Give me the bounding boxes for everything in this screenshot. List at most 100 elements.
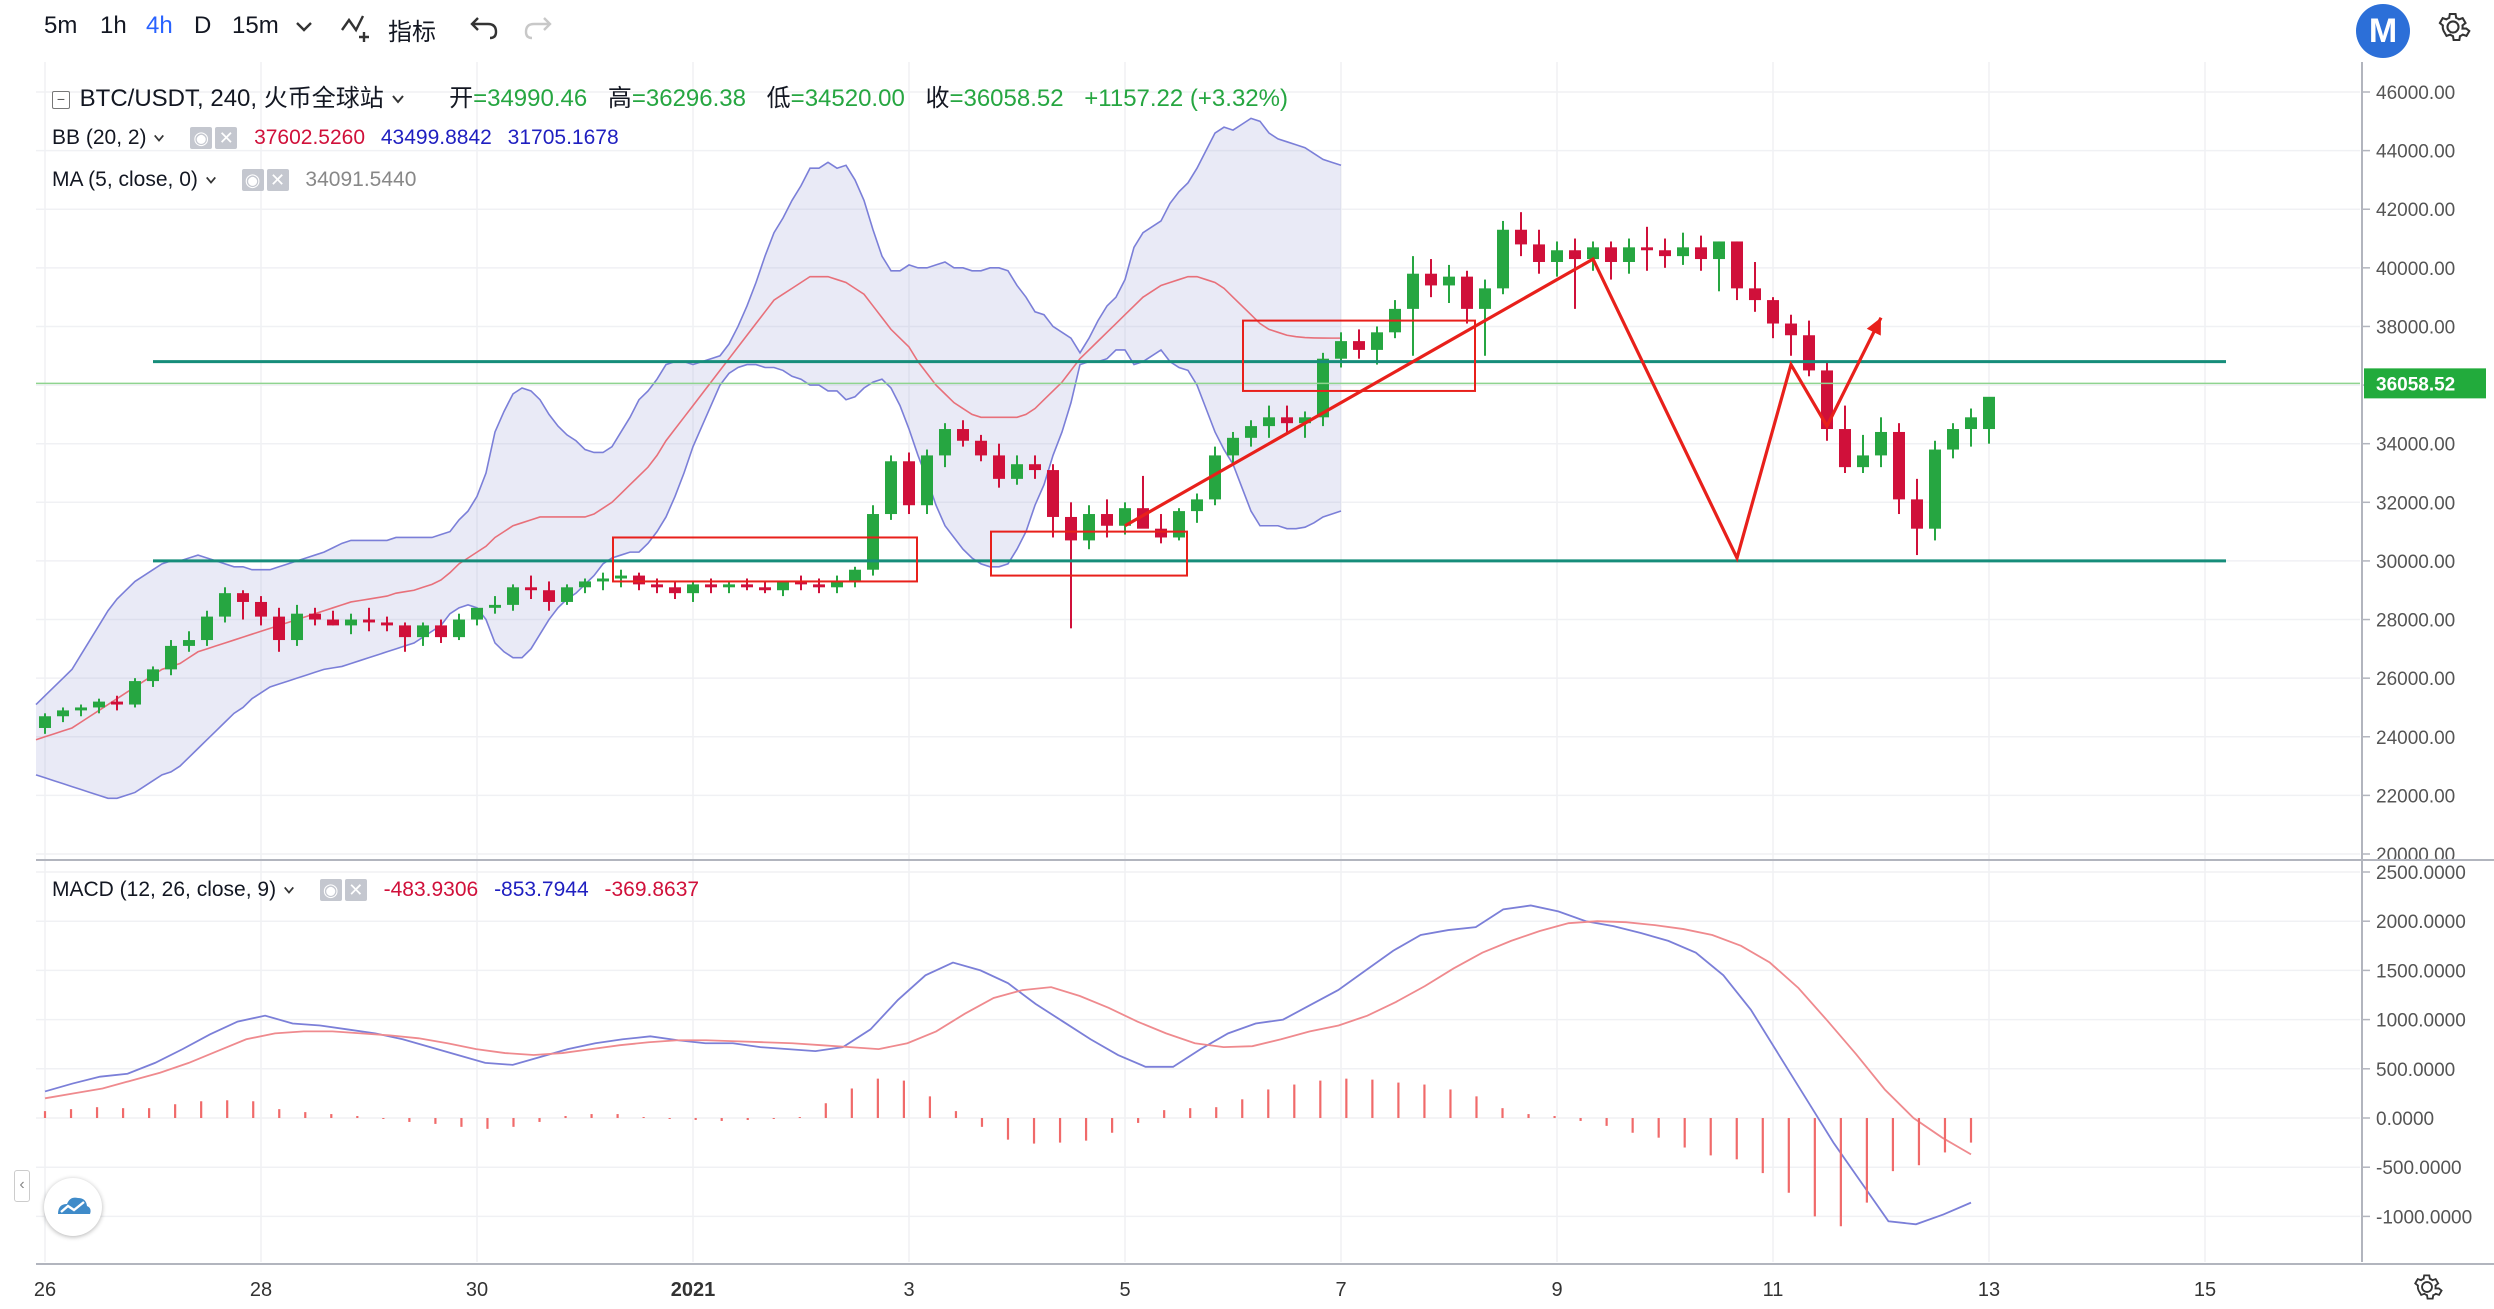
candle-body: [111, 701, 123, 705]
interval-4h[interactable]: 4h: [146, 12, 173, 39]
candle-body: [417, 625, 429, 638]
candle-body: [849, 569, 861, 582]
candle-body: [1587, 247, 1599, 260]
candle-body: [1857, 455, 1869, 468]
candle-body: [201, 616, 213, 641]
candle-body: [921, 455, 933, 506]
price-tick-label: 32000.00: [2376, 493, 2455, 514]
settings-gear-icon[interactable]: [2410, 1270, 2444, 1304]
visibility-eye-icon[interactable]: ◉: [190, 127, 213, 150]
bb-legend: BB (20, 2) ◉ ✕ 37602.5260 43499.8842 3170…: [52, 126, 619, 150]
indicators-icon[interactable]: [340, 10, 374, 44]
candle-body: [633, 575, 645, 585]
time-tick-label: 7: [1335, 1279, 1346, 1301]
remove-icon[interactable]: ✕: [215, 127, 238, 150]
bb-lower-value: 31705.1678: [507, 126, 619, 149]
candle-body: [291, 613, 303, 641]
price-tick-label: 30000.00: [2376, 552, 2455, 573]
macd-panel: 2500.0000 2000.0000 1500.0000 1000.0000 500.…: [36, 859, 2494, 1228]
candle-body: [1695, 247, 1707, 260]
macd-tick-label: 1500.0000: [2376, 961, 2466, 982]
candle-body: [1155, 528, 1167, 538]
candle-body: [1353, 341, 1365, 350]
candle-body: [1191, 499, 1203, 512]
macd-label[interactable]: MACD (12, 26, close, 9): [52, 878, 277, 901]
time-tick-label: 13: [1978, 1279, 2000, 1301]
candle-body: [993, 455, 1005, 479]
visibility-eye-icon[interactable]: ◉: [319, 879, 342, 902]
macd-signal-value: -369.8637: [604, 878, 700, 901]
brand-logo-icon[interactable]: M: [2356, 4, 2410, 58]
high-value: =36296.38: [631, 85, 746, 112]
candle-body: [489, 604, 501, 608]
tradingview-badge[interactable]: [44, 1178, 102, 1236]
candles: [39, 212, 1995, 734]
interval-1h[interactable]: 1h: [100, 12, 127, 39]
symbol-title[interactable]: BTC/USDT, 240, 火币全球站: [79, 85, 384, 112]
price-tick-label: 26000.00: [2376, 669, 2455, 690]
candle-body: [1947, 429, 1959, 450]
candle-body: [453, 619, 465, 638]
indicators-label[interactable]: 指标: [388, 19, 436, 46]
visibility-eye-icon[interactable]: ◉: [241, 169, 264, 192]
candle-body: [1605, 247, 1617, 262]
candle-body: [1101, 514, 1113, 526]
grid-lines: [36, 62, 2360, 1262]
settings-gear-icon[interactable]: [2434, 8, 2472, 46]
candle-body: [129, 681, 141, 705]
low-label: 低: [766, 85, 791, 112]
macd-tick-label: 500.0000: [2376, 1060, 2455, 1081]
high-label: 高: [607, 85, 632, 112]
candle-body: [165, 645, 177, 670]
interval-d[interactable]: D: [194, 12, 212, 39]
candle-body: [1965, 417, 1977, 430]
price-tick-label: 42000.00: [2376, 200, 2455, 221]
open-label: 开: [449, 85, 474, 112]
time-tick-label: 9: [1551, 1279, 1562, 1301]
bb-basis-value: 37602.5260: [254, 126, 366, 149]
candle-body: [741, 584, 753, 588]
redo-icon[interactable]: [520, 10, 554, 44]
chevron-down-icon[interactable]: [152, 132, 166, 144]
price-tick-label: 40000.00: [2376, 259, 2455, 280]
candle-body: [1065, 516, 1077, 541]
chevron-down-icon[interactable]: [292, 14, 316, 38]
collapse-icon[interactable]: −: [52, 90, 70, 109]
ma-label[interactable]: MA (5, close, 0): [52, 168, 198, 191]
chevron-down-icon[interactable]: [390, 92, 406, 106]
candle-body: [1011, 464, 1023, 479]
last-price-tag-label: 36058.52: [2376, 374, 2455, 395]
time-tick-label: 11: [1763, 1279, 1784, 1301]
time-tick-label: 26: [34, 1279, 56, 1301]
candle-body: [39, 716, 51, 728]
candle-body: [705, 584, 717, 588]
candle-body: [1443, 276, 1455, 286]
close-value: =36058.52: [949, 85, 1064, 112]
candle-body: [57, 710, 69, 717]
candle-body: [579, 581, 591, 588]
candle-body: [1821, 370, 1833, 430]
undo-icon[interactable]: [468, 10, 502, 44]
candle-body: [1767, 300, 1779, 324]
ma-legend: MA (5, close, 0) ◉ ✕ 34091.5440: [52, 168, 416, 192]
chevron-down-icon[interactable]: [204, 174, 218, 186]
candle-body: [1299, 417, 1311, 424]
price-tick-label: 46000.00: [2376, 83, 2455, 104]
candle-body: [1533, 244, 1545, 262]
annotations: [36, 256, 2360, 583]
interval-5m[interactable]: 5m: [44, 12, 78, 39]
candle-body: [1515, 229, 1527, 245]
macd-tick-label: 2000.0000: [2376, 912, 2466, 933]
candle-body: [327, 619, 339, 626]
collapse-left-icon[interactable]: ‹: [14, 1170, 30, 1202]
price-tick-label: 22000.00: [2376, 786, 2455, 807]
bb-label[interactable]: BB (20, 2): [52, 126, 147, 149]
bb-lower-line: [35, 348, 1342, 800]
remove-icon[interactable]: ✕: [266, 169, 289, 192]
chevron-down-icon[interactable]: [282, 884, 296, 896]
remove-icon[interactable]: ✕: [344, 879, 367, 902]
candle-body: [1371, 332, 1383, 350]
interval-15m[interactable]: 15m: [232, 12, 279, 39]
candle-body: [939, 429, 951, 456]
